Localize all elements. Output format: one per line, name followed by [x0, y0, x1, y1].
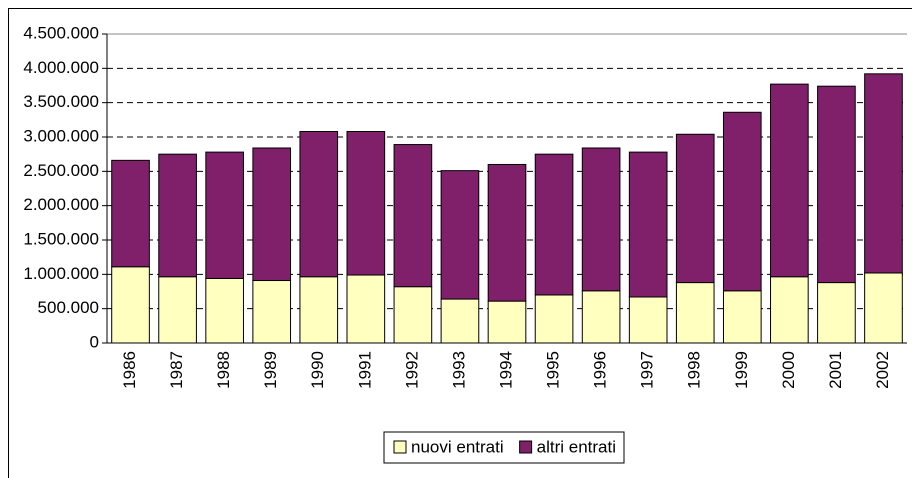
bar-segment: [628, 296, 668, 344]
x-tick-label: 1992: [402, 351, 421, 389]
legend-swatch: [519, 440, 533, 454]
x-tick-label: 1996: [591, 351, 610, 389]
bar-segment: [675, 282, 715, 344]
bar-segment: [534, 294, 574, 344]
bar-segment: [299, 131, 339, 278]
x-tick-label: 1989: [261, 351, 280, 389]
bar-segment: [864, 73, 903, 274]
bar-segment: [440, 298, 480, 344]
y-tick-label: 3.000.000: [23, 126, 99, 145]
x-tick-label: 1993: [449, 351, 468, 389]
bar-segment: [205, 277, 244, 344]
bar-segment: [487, 163, 527, 302]
bar-segment: [393, 286, 433, 344]
bar-segment: [770, 276, 809, 344]
bar-segment: [346, 131, 386, 276]
legend-label: nuovi entrati: [411, 437, 504, 456]
legend-swatch: [393, 440, 407, 454]
bar-segment: [205, 151, 244, 279]
bar-segment: [817, 282, 856, 344]
bar-segment: [393, 144, 433, 288]
bar-segment: [817, 85, 856, 284]
bar-segment: [675, 133, 715, 284]
bar-segment: [722, 290, 762, 344]
y-tick-label: 0: [90, 332, 99, 351]
y-tick-label: 1.000.000: [23, 264, 99, 283]
x-tick-label: 1998: [685, 351, 704, 389]
y-tick-label: 500.000: [38, 298, 99, 317]
bar-segment: [770, 83, 809, 278]
y-tick-label: 3.500.000: [23, 92, 99, 111]
x-tick-label: 1994: [496, 351, 515, 389]
y-tick-label: 2.500.000: [23, 161, 99, 180]
x-tick-label: 1997: [638, 351, 657, 389]
bar-segment: [252, 147, 292, 282]
bar-segment: [581, 290, 621, 344]
bar-segment: [158, 153, 197, 278]
bar-segment: [299, 276, 339, 344]
x-tick-label: 1987: [167, 351, 186, 389]
x-tick-label: 2000: [779, 351, 798, 389]
legend-label: altri entrati: [537, 437, 616, 456]
x-tick-label: 1999: [732, 351, 751, 389]
x-tick-label: 2001: [826, 351, 845, 389]
bar-segment: [440, 170, 480, 300]
x-tick-label: 1991: [355, 351, 374, 389]
legend: nuovi entrati altri entrati: [383, 431, 625, 464]
y-tick-label: 4.500.000: [23, 23, 99, 42]
bar-segment: [581, 147, 621, 292]
bar-segment: [111, 266, 150, 344]
bar-segment: [111, 159, 150, 268]
legend-box: [383, 431, 625, 464]
bar-segment: [487, 300, 527, 344]
y-tick-label: 4.000.000: [23, 58, 99, 77]
y-tick-label: 2.000.000: [23, 195, 99, 214]
bar-segment: [158, 276, 197, 344]
x-tick-label: 1988: [214, 351, 233, 389]
bar-segment: [722, 111, 762, 292]
bar-segment: [252, 280, 292, 344]
x-tick-label: 1986: [120, 351, 139, 389]
bar-segment: [628, 151, 668, 298]
x-tick-label: 1995: [544, 351, 563, 389]
y-tick-label: 1.500.000: [23, 229, 99, 248]
bar-segment: [534, 153, 574, 296]
x-tick-label: 1990: [308, 351, 327, 389]
x-tick-label: 2002: [873, 351, 892, 389]
bar-segment: [346, 274, 386, 344]
bar-segment: [864, 272, 903, 344]
